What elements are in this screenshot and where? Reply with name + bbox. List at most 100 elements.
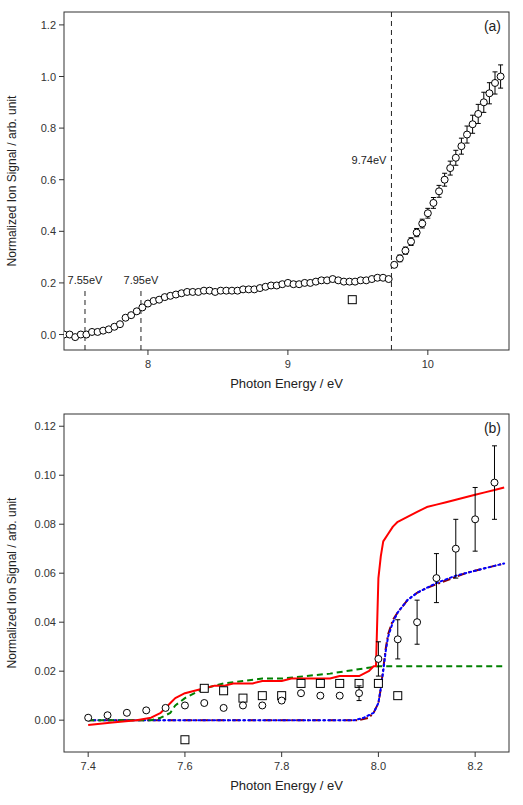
circle-marker [385, 276, 392, 283]
error-bar [487, 83, 492, 104]
tick-label-x: 10 [422, 358, 434, 370]
error-bar [476, 104, 481, 123]
ticks: 0.00.20.40.60.81.01.28910 [41, 19, 434, 370]
tick-mark-x [281, 752, 282, 757]
annotation-line [140, 289, 141, 350]
tick-mark-y [59, 524, 64, 525]
circle-marker [239, 702, 246, 709]
tick-mark-y [59, 622, 64, 623]
tick-mark-y [59, 426, 64, 427]
panel: 0.000.020.040.060.080.100.127.47.67.88.0… [5, 414, 509, 793]
annotation-line [84, 289, 85, 350]
tick-mark-y [59, 128, 64, 129]
error-bar [431, 198, 436, 209]
tick-label-y: 0.2 [41, 277, 56, 289]
y-axis-label: Normalized Ion Signal / arb. unit [5, 95, 19, 266]
circle-marker [441, 176, 448, 183]
error-bar [453, 519, 458, 578]
circle-marker [436, 188, 443, 195]
error-bar [434, 554, 439, 603]
circle-marker [419, 220, 426, 227]
circle-marker [464, 131, 471, 138]
panel-title: (b) [484, 420, 501, 436]
tick-mark-y [59, 720, 64, 721]
square-marker [394, 692, 402, 700]
line-series [88, 487, 504, 725]
tick-label-y: 0.4 [41, 225, 56, 237]
error-bar [392, 262, 397, 267]
tick-label-y: 0.00 [35, 714, 56, 726]
circle-marker [375, 655, 382, 662]
annotation-label: 7.55eV [68, 274, 104, 286]
circle-marker [492, 79, 499, 86]
error-bar [376, 642, 381, 676]
circle-marker [408, 238, 415, 245]
tick-label-x: 9 [285, 358, 291, 370]
tick-label-y: 0.8 [41, 122, 56, 134]
scatter-series [85, 446, 498, 721]
circle-marker [143, 707, 150, 714]
x-axis-label: Photon Energy / eV [230, 778, 343, 793]
square-marker [336, 679, 344, 687]
tick-mark-y [59, 282, 64, 283]
circle-marker [298, 690, 305, 697]
error-bar [442, 173, 447, 186]
square-marker [316, 679, 324, 687]
circle-marker [201, 700, 208, 707]
error-bar [397, 255, 402, 262]
circle-marker [475, 110, 482, 117]
error-bar [473, 487, 478, 551]
circle-marker [497, 73, 504, 80]
circle-marker [402, 247, 409, 254]
error-bar [409, 238, 414, 246]
circle-marker [104, 712, 111, 719]
tick-label-y: 0.04 [35, 616, 56, 628]
tick-mark-x [287, 350, 288, 355]
tick-mark-y [59, 231, 64, 232]
error-bar [481, 92, 486, 112]
error-bar [403, 247, 408, 254]
circle-marker [452, 545, 459, 552]
plot-area [64, 12, 504, 350]
tick-label-y: 0.08 [35, 518, 56, 530]
circle-marker [433, 575, 440, 582]
error-bar [453, 150, 458, 165]
tick-mark-y [59, 573, 64, 574]
circle-marker [85, 714, 92, 721]
circle-marker [162, 704, 169, 711]
circle-marker [469, 121, 476, 128]
tick-label-x: 7.8 [274, 760, 289, 772]
circle-marker [116, 321, 123, 328]
tick-label-y: 0.6 [41, 174, 56, 186]
circle-marker [396, 255, 403, 262]
tick-label-y: 1.0 [41, 71, 56, 83]
error-bar [459, 138, 464, 154]
circle-marker [394, 636, 401, 643]
y-axis-label: Normalized Ion Signal / arb. unit [5, 497, 19, 668]
scatter-series [64, 65, 504, 341]
plot-frame [64, 12, 509, 350]
circle-marker [486, 90, 493, 97]
tick-mark-y [59, 475, 64, 476]
tick-label-x: 7.6 [177, 760, 192, 772]
error-bar [437, 185, 442, 197]
chart-canvas: 0.00.20.40.60.81.01.28910Photon Energy /… [0, 0, 523, 805]
square-marker [297, 679, 305, 687]
square-marker [239, 694, 247, 702]
line-series [88, 563, 504, 720]
tick-label-x: 8.2 [467, 760, 482, 772]
error-bar [470, 115, 475, 133]
tick-label-x: 7.4 [81, 760, 96, 772]
annotation-label: 9.74eV [352, 154, 388, 166]
circle-marker [413, 229, 420, 236]
circle-marker [472, 516, 479, 523]
tick-mark-y [59, 179, 64, 180]
tick-mark-x [378, 752, 379, 757]
error-bar [414, 228, 419, 236]
plot-frame [64, 414, 509, 752]
circle-marker [259, 702, 266, 709]
line-series [88, 666, 504, 720]
tick-label-y: 0.10 [35, 469, 56, 481]
circle-marker [458, 143, 465, 150]
circle-marker [123, 709, 130, 716]
